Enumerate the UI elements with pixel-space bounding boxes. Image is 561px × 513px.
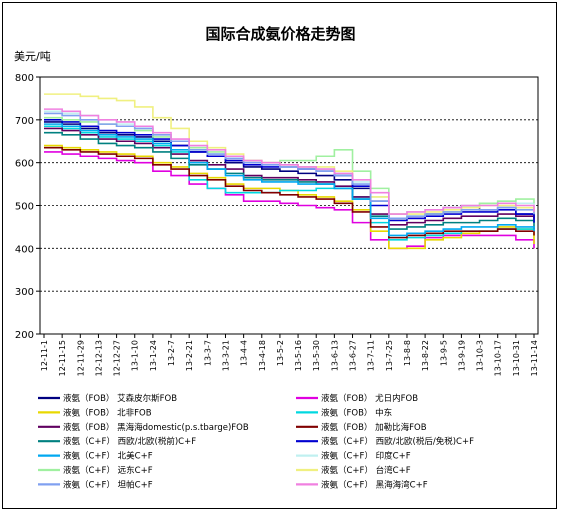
series-line (44, 146, 535, 239)
x-tick-label: 13-10-31 (512, 340, 521, 376)
legend-label: 液氨（C+F） 远东C+F (63, 465, 153, 476)
legend-label: 液氨（C+F） 台湾C+F (321, 465, 411, 476)
x-tick-label: 13-8-8 (403, 340, 412, 366)
x-tick-label: 13-5-30 (312, 340, 321, 371)
y-tick-label: 400 (15, 244, 34, 255)
legend-label: 液氨（FOB） 北非FOB (63, 407, 152, 418)
x-tick-label: 13-3-7 (203, 340, 212, 366)
legend-label: 液氨（C+F） 坦帕C+F (63, 479, 153, 490)
x-tick-label: 13-4-18 (258, 340, 267, 371)
legend-label: 液氨（C+F） 西欧/北欧(税前)C+F (63, 436, 196, 447)
x-tick-label: 13-1-24 (149, 340, 158, 371)
chart-border (2, 2, 557, 509)
y-tick-label: 500 (15, 202, 34, 213)
chart-title: 国际合成氨价格走势图 (205, 25, 356, 43)
legend-label: 液氨（FOB） 黑海海domestic(p.s.tbarge)FOB (63, 422, 249, 433)
x-tick-label: 13-6-13 (330, 340, 339, 371)
x-tick-label: 13-3-21 (221, 340, 230, 371)
legend-label: 液氨（FOB） 尤日内FOB (321, 393, 418, 404)
legend-label: 液氨（FOB） 中东 (321, 407, 392, 418)
legend-label: 液氨（C+F） 西欧/北欧(税后/免税)C+F (321, 436, 474, 447)
legend-label: 液氨（FOB） 加勒比海FOB (321, 422, 427, 433)
legend-label: 液氨（FOB） 艾森皮尔斯FOB (63, 393, 177, 404)
x-tick-label: 13-11-14 (530, 340, 539, 376)
x-tick-label: 12-11-29 (76, 340, 85, 376)
x-tick-label: 13-4-4 (240, 340, 249, 366)
x-tick-label: 12-11-1 (40, 340, 49, 371)
series-line (44, 131, 535, 230)
y-tick-label: 600 (15, 159, 34, 170)
x-tick-label: 13-5-2 (276, 340, 285, 366)
series-line (44, 127, 535, 226)
series-line (44, 123, 535, 237)
y-tick-label: 200 (15, 330, 34, 341)
x-tick-label: 13-2-7 (167, 340, 176, 366)
x-tick-label: 12-12-13 (94, 340, 103, 376)
y-tick-label: 800 (15, 73, 34, 84)
x-tick-label: 13-10-17 (494, 340, 503, 376)
y-axis-unit-label: 美元/吨 (14, 50, 51, 63)
x-tick-label: 13-9-5 (439, 340, 448, 366)
series-line (44, 151, 535, 250)
x-tick-label: 13-6-27 (349, 340, 358, 371)
series-line (44, 108, 535, 215)
x-tick-label: 13-2-21 (185, 340, 194, 371)
x-tick-label: 12-11-15 (58, 340, 67, 376)
series-line (44, 112, 535, 220)
x-tick-label: 13-7-11 (367, 340, 376, 371)
x-tick-label: 13-7-25 (385, 340, 394, 371)
y-tick-label: 700 (15, 116, 34, 127)
legend-label: 液氨（C+F） 印度C+F (321, 451, 411, 462)
y-tick-label: 300 (15, 287, 34, 298)
x-tick-label: 12-12-27 (113, 340, 122, 376)
x-tick-label: 13-9-19 (457, 340, 466, 371)
legend-label: 液氨（C+F） 北美C+F (63, 451, 153, 462)
x-tick-label: 13-5-16 (294, 340, 303, 371)
x-tick-label: 13-8-22 (421, 340, 430, 371)
legend-label: 液氨（C+F） 黑海海湾C+F (321, 479, 428, 490)
x-tick-label: 13-1-10 (131, 340, 140, 371)
x-tick-label: 13-10-3 (476, 340, 485, 371)
